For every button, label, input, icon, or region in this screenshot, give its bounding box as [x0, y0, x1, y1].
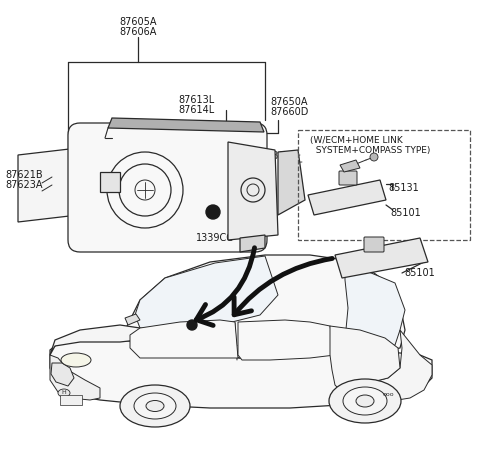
- Polygon shape: [108, 118, 264, 132]
- FancyBboxPatch shape: [68, 123, 267, 252]
- Polygon shape: [278, 150, 305, 215]
- Circle shape: [206, 205, 220, 219]
- Text: 87606A: 87606A: [120, 27, 156, 37]
- Bar: [60, 395, 82, 405]
- Text: H: H: [61, 390, 66, 396]
- Polygon shape: [340, 160, 360, 172]
- Text: 1339CC: 1339CC: [196, 233, 234, 243]
- Text: 87621B: 87621B: [5, 170, 43, 180]
- Text: 87613L: 87613L: [178, 95, 214, 105]
- Text: 87650A: 87650A: [270, 97, 308, 107]
- Ellipse shape: [146, 401, 164, 412]
- Polygon shape: [50, 325, 140, 355]
- Text: 87605A: 87605A: [119, 17, 157, 27]
- Polygon shape: [120, 255, 405, 358]
- Polygon shape: [50, 340, 432, 408]
- Ellipse shape: [134, 393, 176, 419]
- Text: 87614L: 87614L: [178, 105, 214, 115]
- Text: ooo: ooo: [382, 393, 394, 397]
- Circle shape: [187, 320, 197, 330]
- Polygon shape: [345, 262, 405, 350]
- Text: 87660D: 87660D: [270, 107, 308, 117]
- Polygon shape: [125, 314, 140, 325]
- FancyArrowPatch shape: [196, 248, 254, 325]
- Polygon shape: [130, 320, 238, 358]
- Polygon shape: [228, 142, 278, 240]
- Text: 85101: 85101: [390, 208, 421, 218]
- Ellipse shape: [61, 353, 91, 367]
- FancyBboxPatch shape: [364, 237, 384, 252]
- Ellipse shape: [120, 385, 190, 427]
- Polygon shape: [18, 148, 78, 222]
- Polygon shape: [340, 330, 432, 405]
- Circle shape: [370, 153, 378, 161]
- FancyArrowPatch shape: [234, 259, 332, 315]
- Polygon shape: [308, 180, 386, 215]
- Ellipse shape: [343, 387, 387, 415]
- Text: 87623A: 87623A: [5, 180, 43, 190]
- Ellipse shape: [329, 379, 401, 423]
- Polygon shape: [50, 355, 100, 400]
- Bar: [298, 130, 470, 240]
- Bar: [100, 172, 120, 192]
- Text: 1243BC: 1243BC: [248, 151, 286, 161]
- Polygon shape: [238, 320, 335, 360]
- Polygon shape: [135, 256, 278, 330]
- Polygon shape: [51, 363, 74, 386]
- Text: (W/ECM+HOME LINK: (W/ECM+HOME LINK: [310, 135, 403, 144]
- Polygon shape: [330, 326, 400, 390]
- Polygon shape: [335, 238, 428, 278]
- Polygon shape: [240, 235, 265, 252]
- FancyBboxPatch shape: [339, 171, 357, 185]
- Text: 85101: 85101: [404, 268, 435, 278]
- Text: 85131: 85131: [388, 183, 419, 193]
- Ellipse shape: [58, 389, 70, 397]
- Ellipse shape: [356, 395, 374, 407]
- Text: SYSTEM+COMPASS TYPE): SYSTEM+COMPASS TYPE): [310, 145, 431, 154]
